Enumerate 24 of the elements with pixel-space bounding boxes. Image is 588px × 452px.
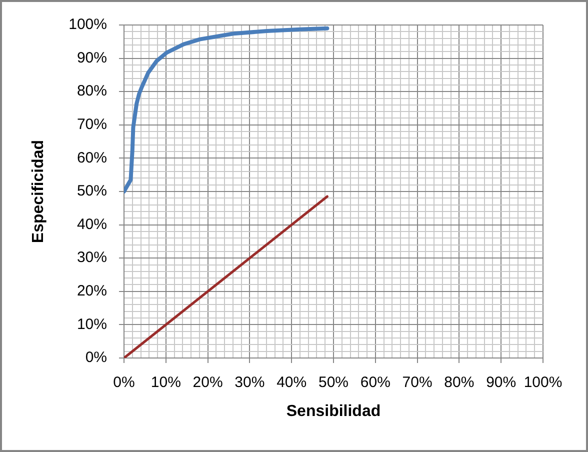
- x-axis-title: Sensibilidad: [286, 402, 381, 420]
- y-tick-label: 20%: [76, 282, 107, 300]
- x-tick-label: 70%: [402, 374, 432, 392]
- x-tick-label: 0%: [113, 374, 135, 392]
- y-tick-label: 70%: [76, 116, 107, 134]
- x-tick-label: 90%: [486, 374, 516, 392]
- y-tick-label: 0%: [85, 349, 107, 366]
- y-tick-label: 60%: [76, 149, 107, 166]
- y-tick-label: 30%: [76, 249, 107, 266]
- x-tick-label: 20%: [192, 374, 223, 392]
- x-tick-label: 40%: [276, 374, 307, 392]
- x-tick-label: 50%: [318, 374, 349, 392]
- x-tick-label: 100%: [524, 374, 562, 392]
- y-tick-label: 40%: [76, 216, 107, 233]
- x-tick-label: 80%: [444, 374, 474, 392]
- y-tick-label: 10%: [76, 316, 107, 333]
- y-tick-label: 80%: [76, 82, 107, 100]
- y-tick-label: 100%: [68, 16, 107, 34]
- y-axis-title: Especificidad: [30, 140, 48, 244]
- y-tick-label: 90%: [76, 49, 107, 66]
- x-tick-label: 30%: [234, 374, 265, 392]
- x-tick-label: 10%: [150, 374, 181, 392]
- y-tick-label: 50%: [76, 182, 107, 200]
- x-tick-label: 60%: [360, 374, 390, 392]
